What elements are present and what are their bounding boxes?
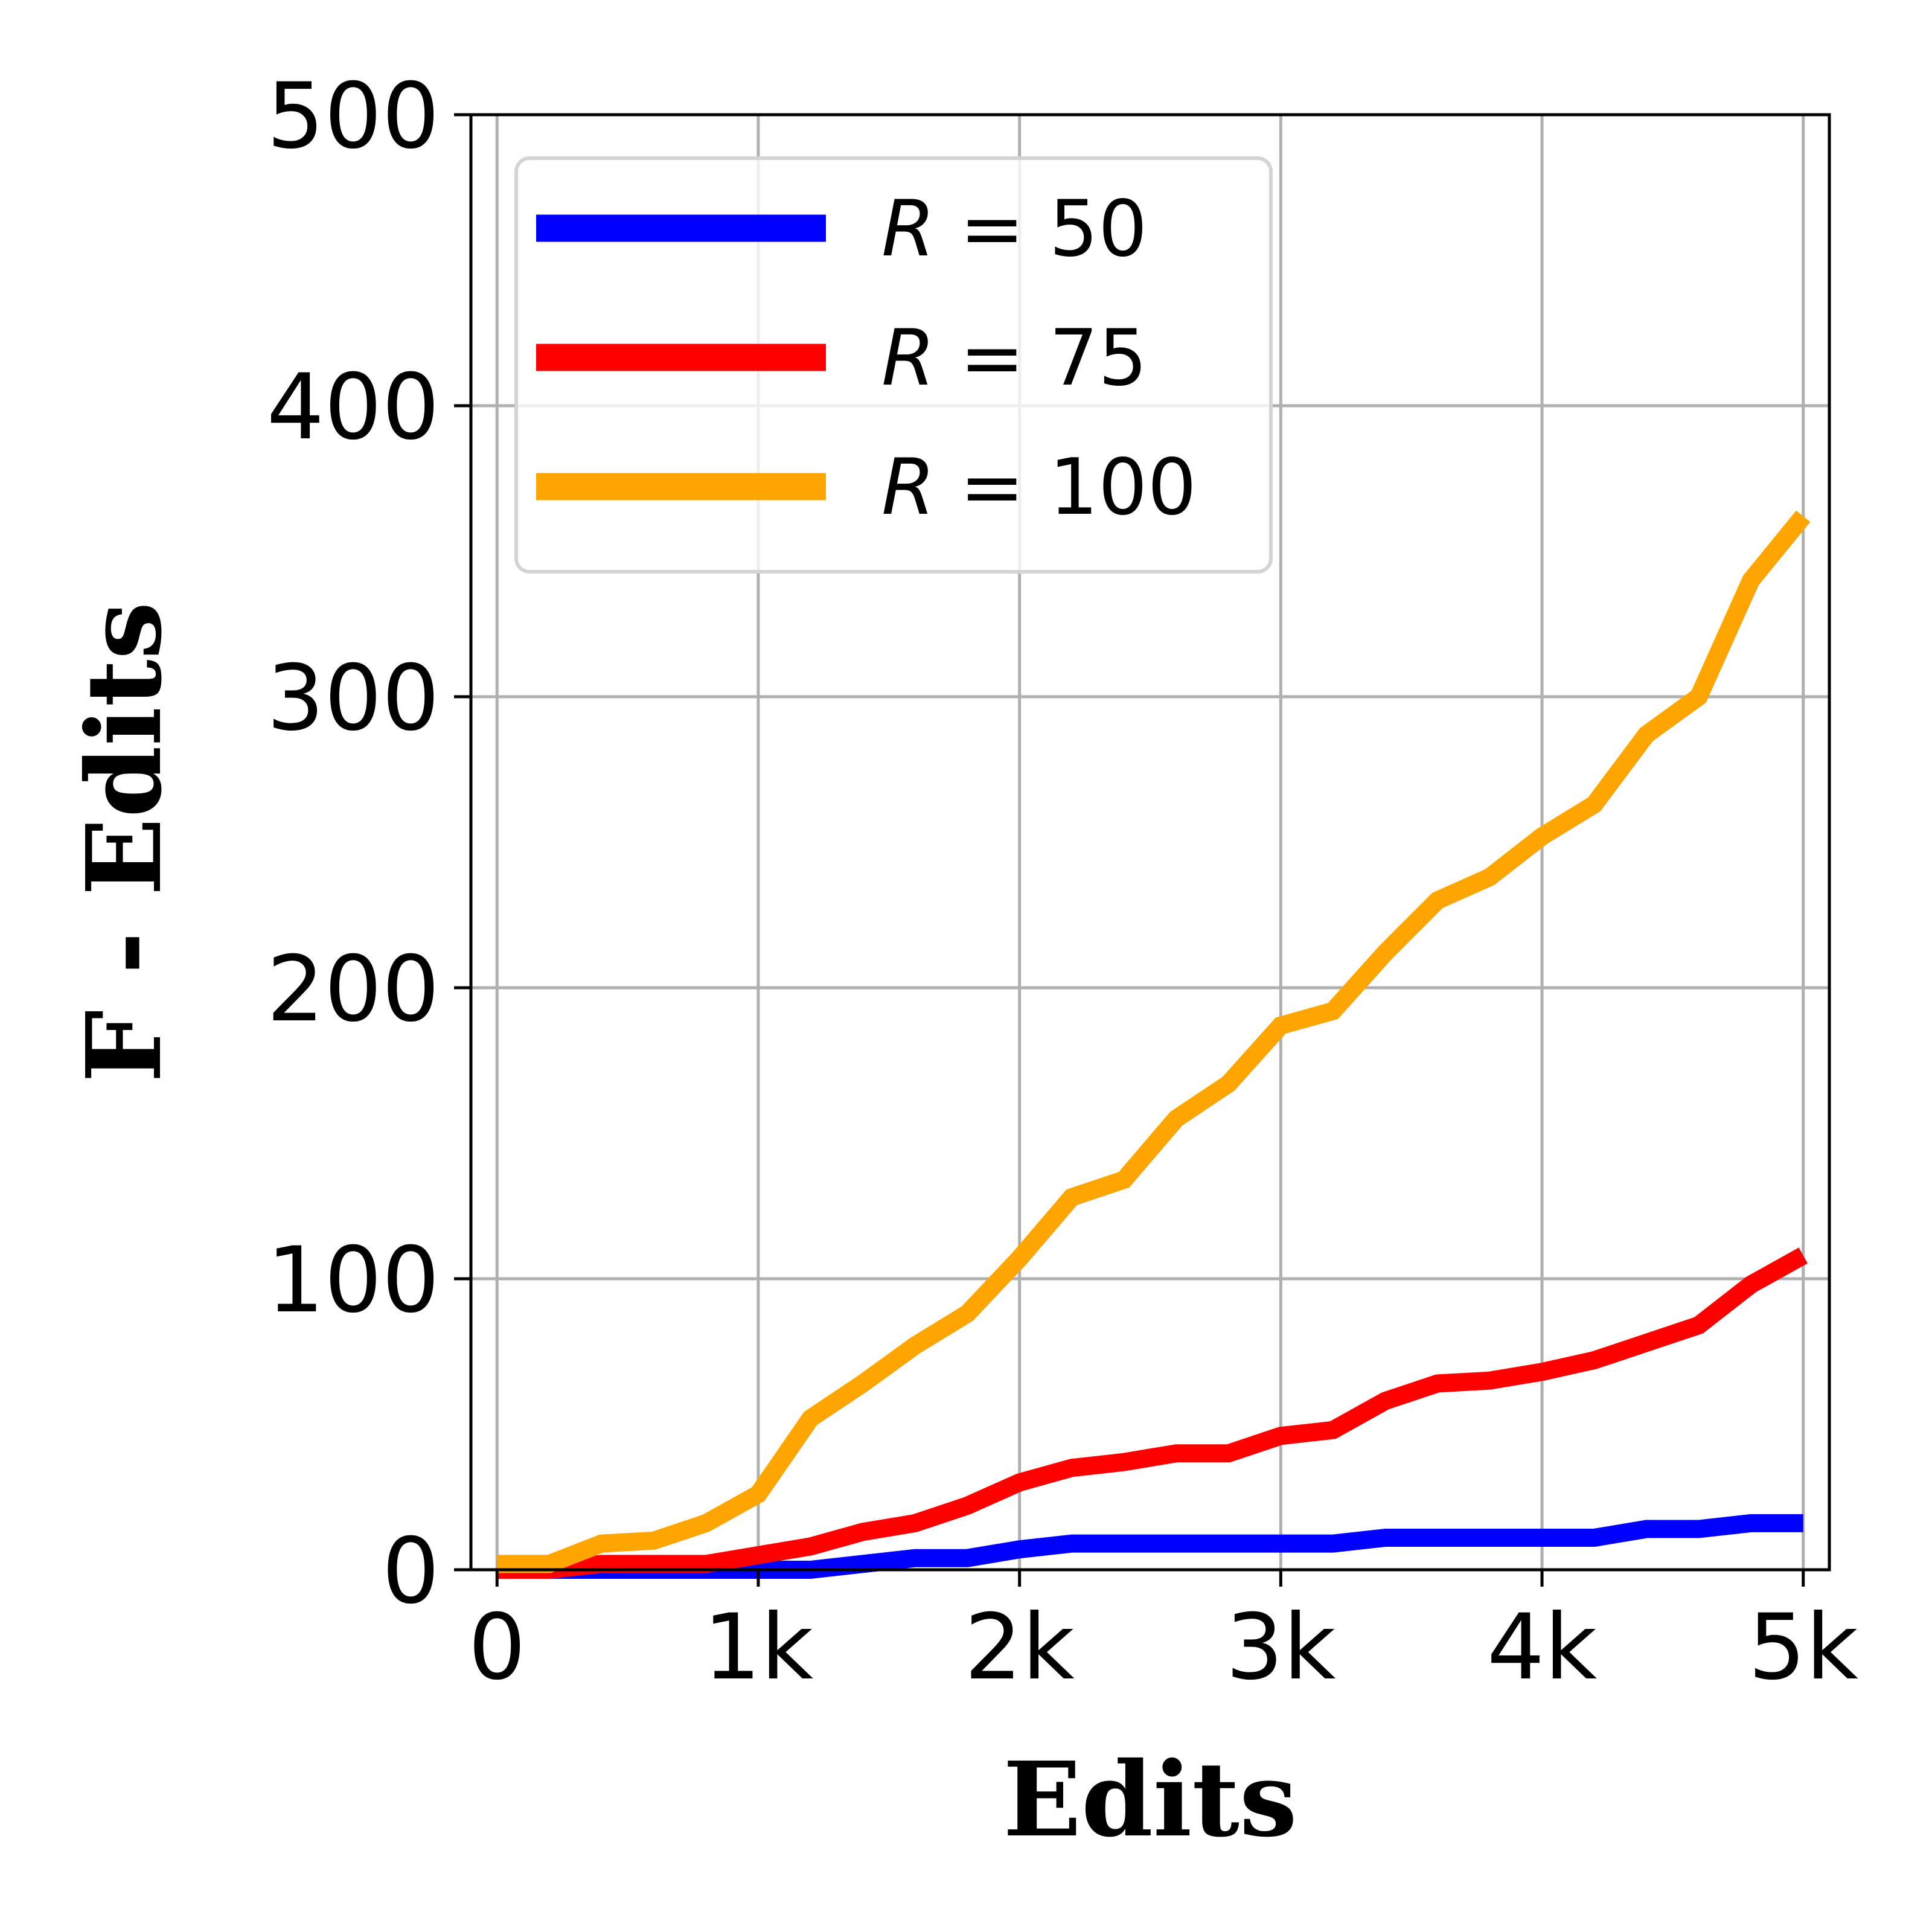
plot-frame <box>469 113 1831 1572</box>
y-axis-title: F - Edits <box>64 602 185 1083</box>
legend-frame <box>514 156 1273 574</box>
y-tick-label: 500 <box>267 64 440 169</box>
x-axis-title: Edits <box>1003 1739 1297 1860</box>
series-line <box>497 510 1811 1573</box>
axis-ticks <box>454 113 1805 1587</box>
y-tick-label: 200 <box>267 937 440 1042</box>
x-tick-label: 2k <box>964 1595 1074 1700</box>
legend-label: R = 100 <box>881 443 1197 533</box>
x-tick-label: 4k <box>1487 1595 1597 1700</box>
legend-label: R = 50 <box>881 184 1147 274</box>
legend: R = 50 R = 75 R = 100 <box>514 156 1273 574</box>
legend-label: R = 75 <box>881 313 1147 403</box>
series-lines <box>497 510 1811 1579</box>
series-line <box>497 1247 1808 1579</box>
y-tick-label: 300 <box>267 646 440 751</box>
x-tick-label: 3k <box>1226 1595 1335 1700</box>
y-tick-label: 100 <box>267 1228 440 1333</box>
y-tick-label: 400 <box>267 355 440 460</box>
x-tick-label: 0 <box>469 1595 526 1700</box>
x-tick-label: 5k <box>1748 1595 1858 1700</box>
y-tick-label: 0 <box>382 1519 440 1624</box>
x-tick-label: 1k <box>703 1595 813 1700</box>
axis-tick-labels: 0 1k 2k 3k 4k 5k 0 100 200 300 400 500 <box>267 64 1858 1700</box>
